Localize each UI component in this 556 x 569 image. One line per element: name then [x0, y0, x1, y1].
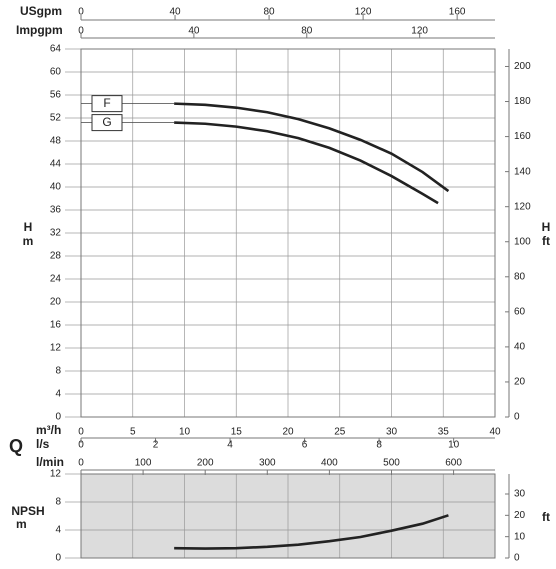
x-tick-label: 0: [78, 440, 84, 451]
y2-tick-label: 20: [514, 377, 526, 388]
x-tick-label: 2: [153, 440, 159, 451]
y-tick-label: 4: [55, 525, 61, 536]
y2-tick-label: 140: [514, 166, 531, 177]
x-tick-label: 200: [197, 458, 214, 469]
y-tick-label: 12: [50, 469, 62, 480]
x-tick-label: 20: [282, 427, 294, 438]
y2-tick-label: 0: [514, 553, 520, 564]
x-tick-label: 40: [489, 427, 501, 438]
y-tick-label: 40: [50, 182, 62, 193]
x-tick-label: 120: [411, 26, 428, 37]
y-tick-label: 52: [50, 113, 62, 124]
y2-tick-label: 20: [514, 510, 526, 521]
y2-tick-label: 120: [514, 201, 531, 212]
x-tick-label: 100: [135, 458, 152, 469]
y-tick-label: 36: [50, 205, 62, 216]
y-axis-label: NPSH: [11, 504, 44, 518]
y-tick-label: 16: [50, 320, 62, 331]
legend-box: [91, 95, 123, 113]
y2-tick-label: 80: [514, 271, 526, 282]
plot-frame: [80, 473, 496, 559]
x-tick-label: 0: [78, 458, 84, 469]
y-tick-label: 24: [50, 274, 62, 285]
curve: [174, 102, 450, 193]
y-tick-label: 12: [50, 343, 62, 354]
x-axis-label: l/min: [36, 455, 64, 469]
plot-frame: [80, 48, 496, 418]
y-tick-label: 0: [55, 553, 61, 564]
x-tick-label: 80: [301, 26, 313, 37]
curve: [174, 514, 449, 550]
x-tick-label: 6: [302, 440, 308, 451]
x-tick-label: 15: [231, 427, 243, 438]
y-axis-label: m: [16, 517, 27, 531]
y2-axis-label: H: [542, 220, 551, 234]
x-tick-label: 5: [130, 427, 136, 438]
y2-tick-label: 60: [514, 306, 526, 317]
curve: [174, 121, 439, 205]
x-axis-label: Q: [9, 436, 23, 456]
y2-tick-label: 100: [514, 236, 531, 247]
x-tick-label: 400: [321, 458, 338, 469]
y2-tick-label: 200: [514, 61, 531, 72]
x-tick-label: 10: [179, 427, 191, 438]
y-axis-label: H: [24, 220, 33, 234]
y-tick-label: 44: [50, 159, 62, 170]
y2-tick-label: 180: [514, 96, 531, 107]
y2-tick-label: 30: [514, 489, 526, 500]
x-axis-label: Impgpm: [16, 23, 63, 37]
x-tick-label: 35: [438, 427, 450, 438]
x-tick-label: 160: [449, 7, 466, 18]
x-tick-label: 25: [334, 427, 346, 438]
y2-axis-label: ft: [542, 510, 550, 524]
y-tick-label: 48: [50, 136, 62, 147]
legend-label: F: [103, 96, 110, 110]
legend-label: G: [102, 115, 111, 129]
y-tick-label: 4: [55, 389, 61, 400]
y-tick-label: 0: [55, 412, 61, 423]
x-axis-label: m³/h: [36, 423, 61, 437]
y2-tick-label: 160: [514, 131, 531, 142]
legend-box: [91, 114, 123, 132]
x-tick-label: 600: [445, 458, 462, 469]
x-tick-label: 300: [259, 458, 276, 469]
x-tick-label: 120: [355, 7, 372, 18]
y2-tick-label: 10: [514, 531, 526, 542]
x-tick-label: 80: [264, 7, 276, 18]
x-tick-label: 0: [78, 427, 84, 438]
x-tick-label: 30: [386, 427, 398, 438]
x-axis-label: USgpm: [20, 4, 62, 18]
y-tick-label: 28: [50, 251, 62, 262]
x-tick-label: 0: [78, 26, 84, 37]
x-axis-label: l/s: [36, 437, 50, 451]
y-tick-label: 64: [50, 44, 62, 55]
x-tick-label: 8: [376, 440, 382, 451]
y-tick-label: 8: [55, 497, 61, 508]
x-tick-label: 4: [227, 440, 233, 451]
y2-tick-label: 40: [514, 342, 526, 353]
x-tick-label: 40: [169, 7, 181, 18]
x-tick-label: 10: [448, 440, 460, 451]
y-tick-label: 8: [55, 366, 61, 377]
x-tick-label: 40: [188, 26, 200, 37]
y-tick-label: 60: [50, 67, 62, 78]
x-tick-label: 0: [78, 7, 84, 18]
x-tick-label: 500: [383, 458, 400, 469]
y-tick-label: 20: [50, 297, 62, 308]
y-tick-label: 32: [50, 228, 62, 239]
y2-axis-label: ft: [542, 234, 550, 248]
y2-tick-label: 0: [514, 412, 520, 423]
y-tick-label: 56: [50, 90, 62, 101]
y-axis-label: m: [23, 234, 34, 248]
